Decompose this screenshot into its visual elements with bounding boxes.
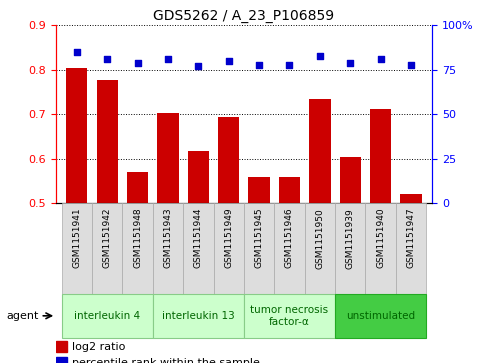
Bar <box>62 294 153 338</box>
Bar <box>396 203 426 294</box>
Bar <box>188 151 209 203</box>
Point <box>134 60 142 66</box>
Text: GSM1151939: GSM1151939 <box>346 208 355 269</box>
Point <box>407 62 415 68</box>
Bar <box>153 203 183 294</box>
Text: GSM1151944: GSM1151944 <box>194 208 203 268</box>
Bar <box>279 178 300 203</box>
Text: GSM1151948: GSM1151948 <box>133 208 142 269</box>
Point <box>346 60 354 66</box>
Text: GSM1151941: GSM1151941 <box>72 208 81 269</box>
Bar <box>97 79 118 203</box>
Text: GSM1151949: GSM1151949 <box>224 208 233 269</box>
Text: interleukin 13: interleukin 13 <box>162 311 235 321</box>
Text: GSM1151940: GSM1151940 <box>376 208 385 269</box>
Text: GSM1151942: GSM1151942 <box>103 208 112 268</box>
Bar <box>370 109 391 203</box>
Point <box>377 56 384 62</box>
Text: GSM1151950: GSM1151950 <box>315 208 325 269</box>
Point <box>225 58 233 64</box>
Bar <box>248 178 270 203</box>
Bar <box>157 113 179 203</box>
Bar <box>244 203 274 294</box>
Point <box>285 62 293 68</box>
Bar <box>153 294 244 338</box>
Bar <box>56 341 67 352</box>
Point <box>73 49 81 55</box>
Bar <box>335 294 426 338</box>
Bar <box>183 203 213 294</box>
Bar <box>274 203 305 294</box>
Bar <box>305 203 335 294</box>
Bar <box>62 203 92 294</box>
Bar <box>244 294 335 338</box>
Text: interleukin 4: interleukin 4 <box>74 311 140 321</box>
Bar <box>122 203 153 294</box>
Point <box>195 64 202 69</box>
Text: GSM1151946: GSM1151946 <box>285 208 294 269</box>
Point <box>103 56 111 62</box>
Text: tumor necrosis
factor-α: tumor necrosis factor-α <box>250 305 328 327</box>
Bar <box>309 99 330 203</box>
Bar <box>66 68 87 203</box>
Text: GSM1151947: GSM1151947 <box>407 208 415 269</box>
Text: log2 ratio: log2 ratio <box>72 342 126 352</box>
Text: GSM1151943: GSM1151943 <box>163 208 172 269</box>
Bar <box>340 158 361 203</box>
Text: unstimulated: unstimulated <box>346 311 415 321</box>
Text: percentile rank within the sample: percentile rank within the sample <box>72 358 260 363</box>
Bar <box>127 172 148 203</box>
Title: GDS5262 / A_23_P106859: GDS5262 / A_23_P106859 <box>154 9 335 23</box>
Bar <box>400 194 422 203</box>
Bar <box>335 203 366 294</box>
Text: agent: agent <box>6 311 39 321</box>
Point <box>316 53 324 58</box>
Bar <box>366 203 396 294</box>
Point <box>255 62 263 68</box>
Bar <box>213 203 244 294</box>
Text: GSM1151945: GSM1151945 <box>255 208 264 269</box>
Bar <box>92 203 122 294</box>
Bar <box>56 357 67 363</box>
Point <box>164 56 172 62</box>
Bar <box>218 118 240 203</box>
